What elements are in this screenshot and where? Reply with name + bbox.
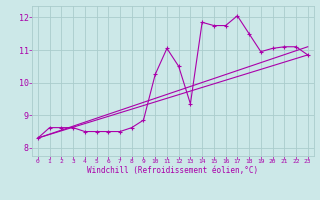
X-axis label: Windchill (Refroidissement éolien,°C): Windchill (Refroidissement éolien,°C) bbox=[87, 166, 258, 175]
